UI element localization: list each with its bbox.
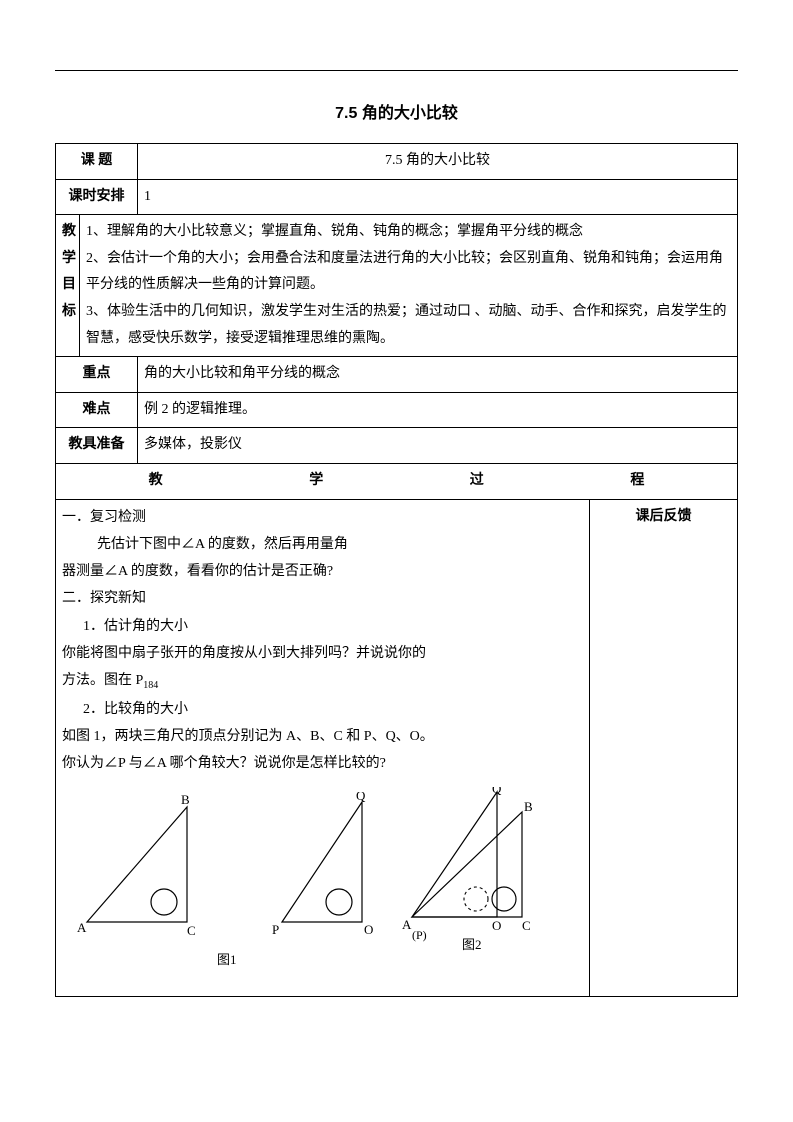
- top-rule: [55, 70, 738, 71]
- body-line: 方法。图在 P184: [62, 667, 583, 695]
- label-Q2: Q: [492, 787, 502, 796]
- figure2: A (P) Q B O C: [402, 787, 552, 942]
- sub-heading: 2．比较角的大小: [62, 696, 583, 723]
- figure1-caption: 图1: [217, 947, 237, 972]
- key-value: 角的大小比较和角平分线的概念: [138, 357, 738, 393]
- section-heading: 二．探究新知: [62, 585, 583, 612]
- diff-value: 例 2 的逻辑推理。: [138, 392, 738, 428]
- body-line: 器测量∠A 的度数，看看你的估计是否正确?: [62, 558, 583, 585]
- label-B: B: [181, 792, 190, 807]
- label-Q: Q: [356, 792, 366, 803]
- table-row: 难点 例 2 的逻辑推理。: [56, 392, 738, 428]
- label-C: C: [187, 923, 196, 938]
- label-B2: B: [524, 799, 533, 814]
- table-row: 教学目标 1、理解角的大小比较意义；掌握直角、锐角、钝角的概念；掌握角平分线的概…: [56, 215, 738, 357]
- feedback-label: 课后反馈: [635, 509, 691, 524]
- tool-value: 多媒体，投影仪: [138, 428, 738, 464]
- figure1-left: A B C: [77, 792, 227, 942]
- key-label: 重点: [56, 357, 138, 393]
- goal-text: 1、理解角的大小比较意义；掌握直角、锐角、钝角的概念；掌握角平分线的概念 2、会…: [80, 215, 738, 357]
- figure1-right: P Q O: [272, 792, 392, 942]
- body-line: 你认为∠P 与∠A 哪个角较大？说说你是怎样比较的?: [62, 750, 583, 777]
- lesson-plan-table: 课 题 7.5 角的大小比较 课时安排 1 教学目标 1、理解角的大小比较意义；…: [55, 143, 738, 997]
- table-row: 一．复习检测 先估计下图中∠A 的度数，然后再用量角 器测量∠A 的度数，看看你…: [56, 499, 738, 996]
- table-row: 课 题 7.5 角的大小比较: [56, 144, 738, 180]
- table-row: 教具准备 多媒体，投影仪: [56, 428, 738, 464]
- table-row: 重点 角的大小比较和角平分线的概念: [56, 357, 738, 393]
- page-title: 7.5 角的大小比较: [55, 99, 738, 123]
- label-P2: (P): [412, 928, 427, 942]
- topic-label: 课 题: [56, 144, 138, 180]
- body-line: 你能将图中扇子张开的角度按从小到大排列吗？并说说你的: [62, 640, 583, 667]
- figure2-caption: 图2: [462, 932, 482, 957]
- feedback-cell: 课后反馈: [589, 499, 737, 996]
- goal-label: 教学目标: [56, 215, 80, 357]
- label-A2: A: [402, 917, 412, 932]
- table-row: 课时安排 1: [56, 179, 738, 215]
- body-line: 如图 1，两块三角尺的顶点分别记为 A、B、C 和 P、Q、O。: [62, 723, 583, 750]
- figures-area: A B C P Q O 图1: [62, 782, 583, 992]
- label-C2: C: [522, 918, 531, 933]
- sub-heading: 1．估计角的大小: [62, 613, 583, 640]
- label-O2: O: [492, 918, 501, 933]
- process-content: 一．复习检测 先估计下图中∠A 的度数，然后再用量角 器测量∠A 的度数，看看你…: [56, 499, 590, 996]
- body-line: 先估计下图中∠A 的度数，然后再用量角: [62, 531, 583, 558]
- period-label: 课时安排: [56, 179, 138, 215]
- period-value: 1: [138, 179, 738, 215]
- section-heading: 一．复习检测: [62, 504, 583, 531]
- process-header: 教学过程: [56, 463, 738, 499]
- tool-label: 教具准备: [56, 428, 138, 464]
- process-header-row: 教学过程: [56, 463, 738, 499]
- label-P: P: [272, 922, 279, 937]
- label-O: O: [364, 922, 373, 937]
- topic-value: 7.5 角的大小比较: [138, 144, 738, 180]
- label-A: A: [77, 920, 87, 935]
- diff-label: 难点: [56, 392, 138, 428]
